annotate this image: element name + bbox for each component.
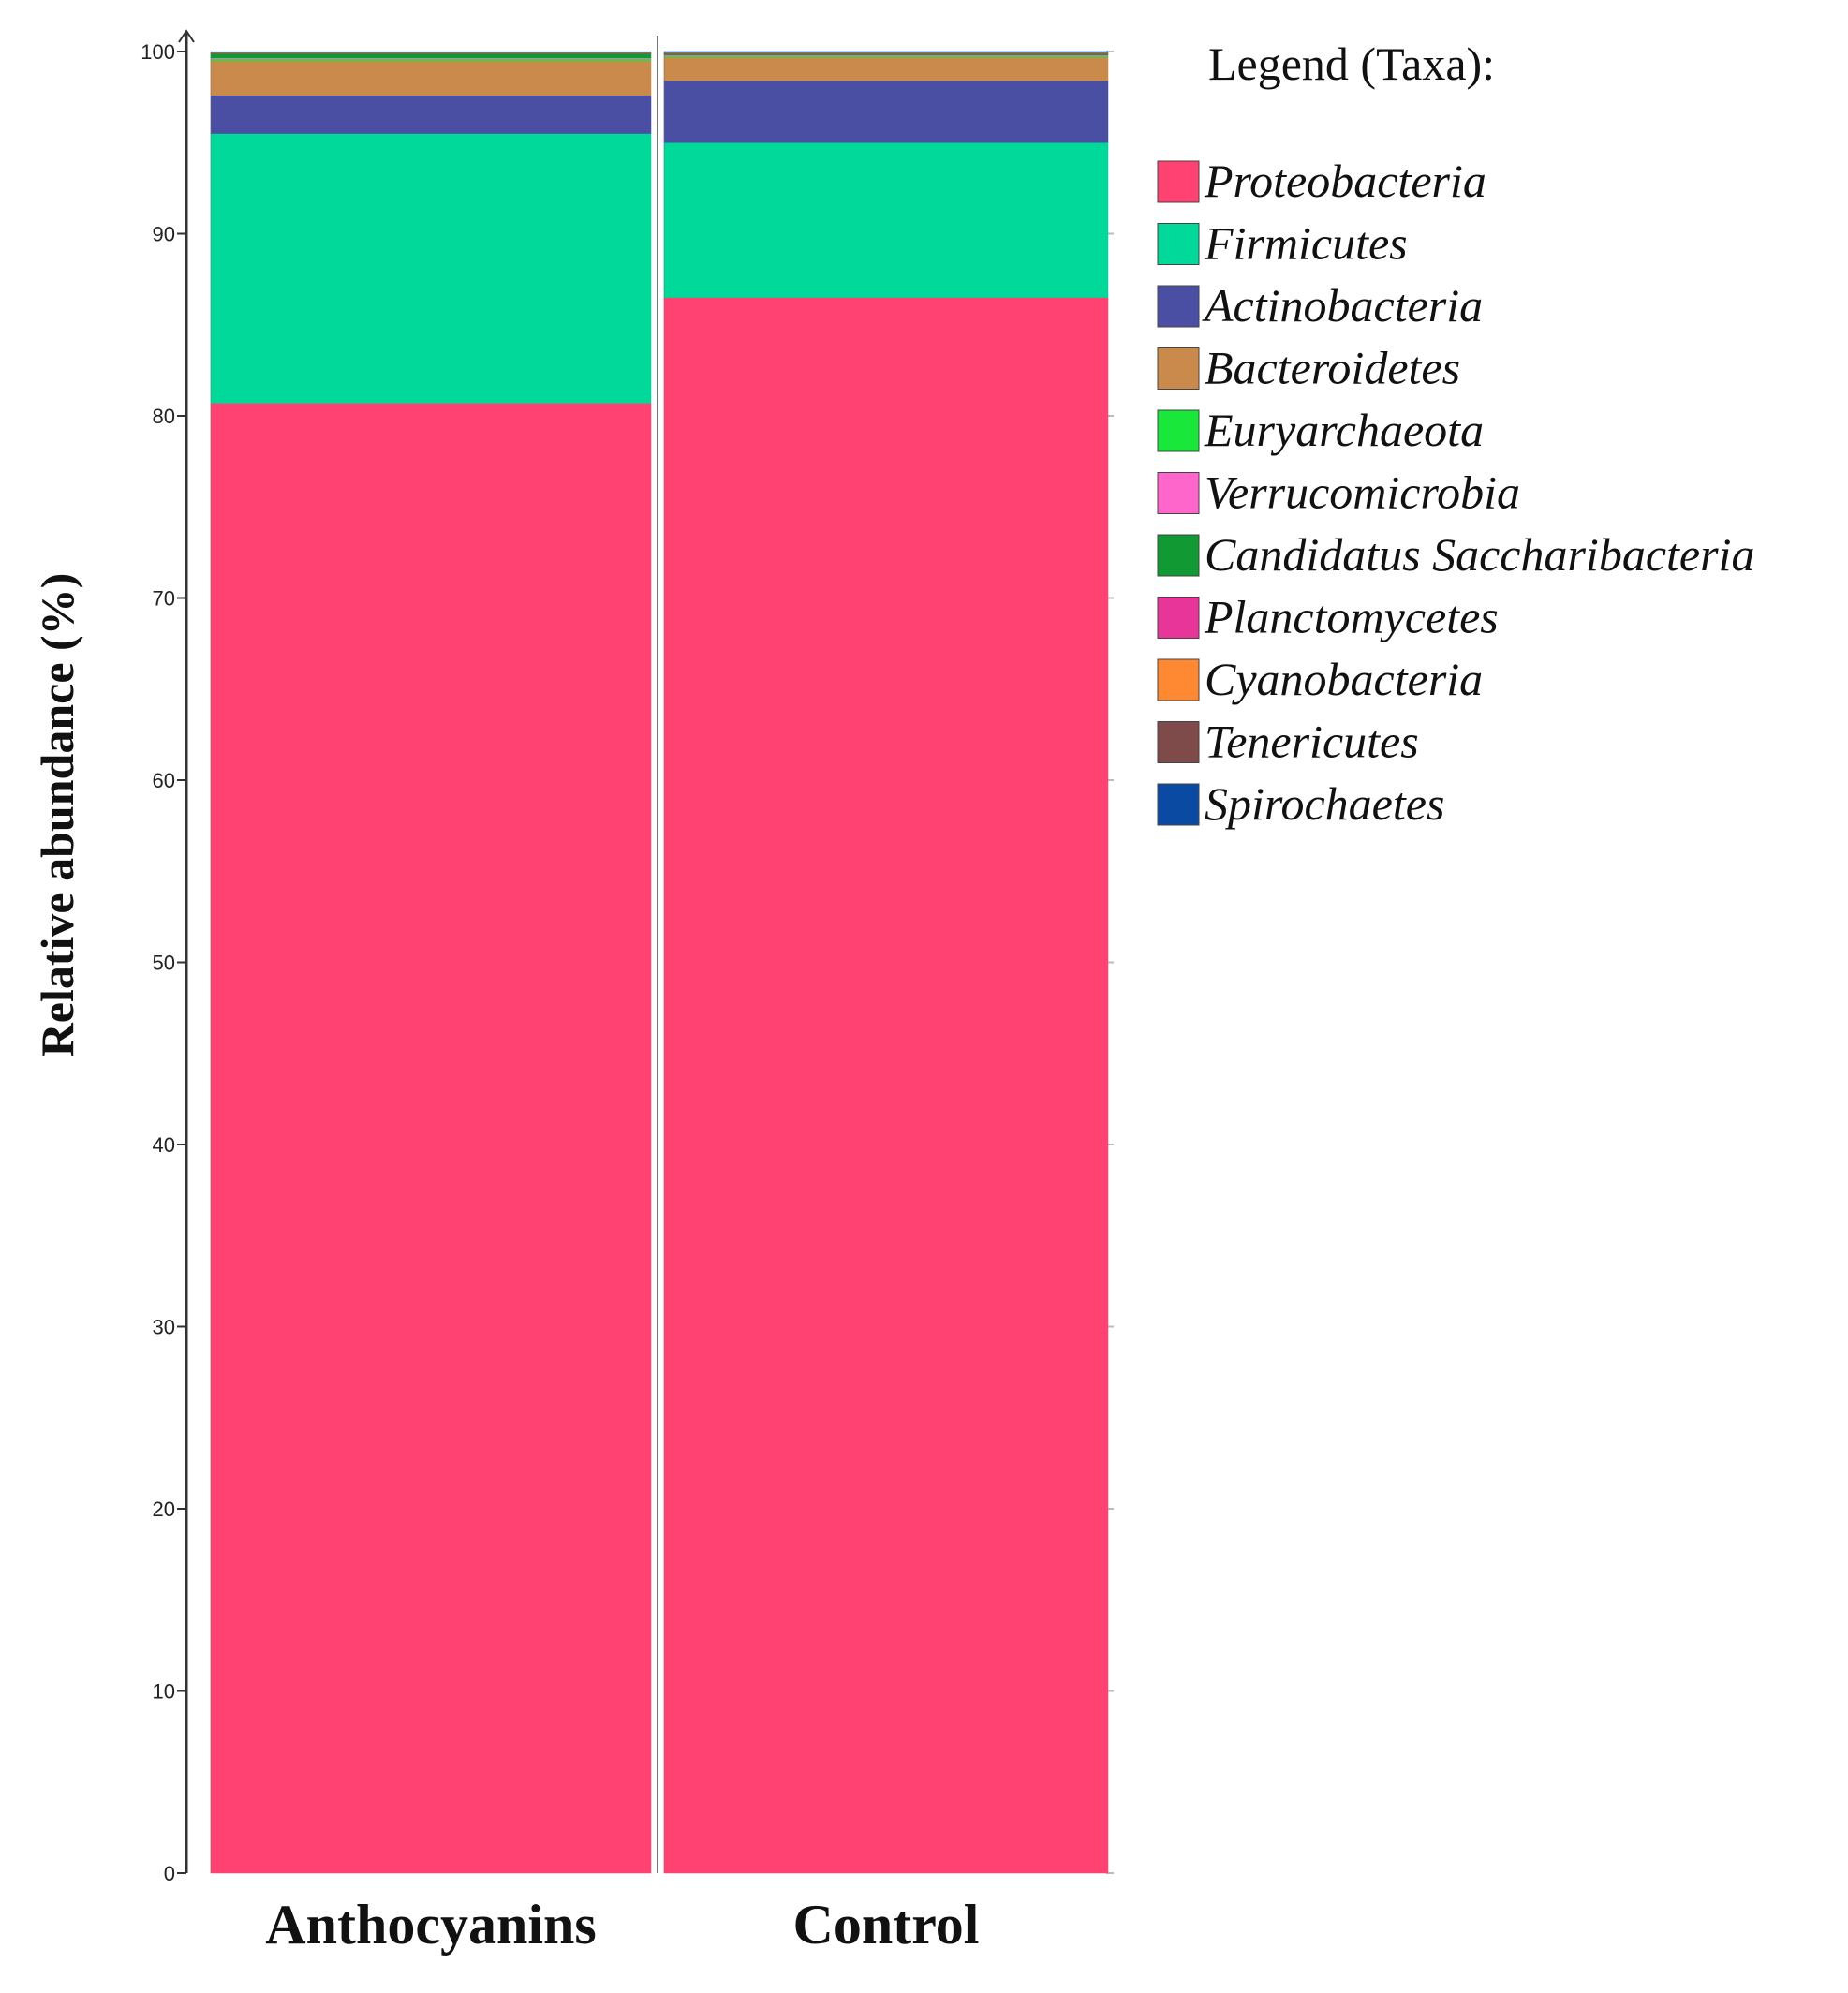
legend-swatch-planctomycetes <box>1158 598 1199 639</box>
y-axis-label: Relative abundance (%) <box>31 573 83 1057</box>
y-tick-label-30: 30 <box>153 1316 175 1339</box>
legend-swatch-verrucomicrobia <box>1158 473 1199 514</box>
bar-segment-anthocyanins-actinobacteria <box>211 96 651 134</box>
legend-swatch-proteobacteria <box>1158 161 1199 202</box>
legend-title: Legend (Taxa): <box>1208 37 1495 90</box>
legend-swatch-cyanobacteria <box>1158 659 1199 701</box>
legend-swatch-actinobacteria <box>1158 286 1199 327</box>
y-tick-label-70: 70 <box>153 587 175 611</box>
bar-segment-anthocyanins-bacteroidetes <box>211 61 651 96</box>
bar-segment-control-bacteroidetes <box>664 57 1108 81</box>
legend-label-verrucomicrobia: Verrucomicrobia <box>1205 466 1520 519</box>
x-category-label-anthocyanins: Anthocyanins <box>265 1894 596 1956</box>
legend-label-candidatus-saccharibacteria: Candidatus Saccharibacteria <box>1205 528 1754 581</box>
legend-label-spirochaetes: Spirochaetes <box>1205 777 1444 830</box>
legend-swatch-tenericutes <box>1158 722 1199 763</box>
bar-segment-anthocyanins-proteobacteria <box>211 403 651 1873</box>
bar-segment-anthocyanins-candidatus-saccharibacteria <box>211 53 651 58</box>
legend-swatch-spirochaetes <box>1158 784 1199 825</box>
y-tick-label-0: 0 <box>164 1862 175 1885</box>
y-tick-label-90: 90 <box>153 223 175 246</box>
bar-segment-anthocyanins-euryarchaeota <box>211 59 651 61</box>
y-tick-label-80: 80 <box>153 405 175 428</box>
legend-label-cyanobacteria: Cyanobacteria <box>1205 653 1483 705</box>
x-category-label-control: Control <box>793 1894 980 1956</box>
y-tick-label-40: 40 <box>153 1133 175 1157</box>
y-tick-label-20: 20 <box>153 1498 175 1521</box>
bar-segment-control-actinobacteria <box>664 81 1108 142</box>
bar-segment-anthocyanins-firmicutes <box>211 134 651 404</box>
legend-swatch-firmicutes <box>1158 224 1199 265</box>
bar-segment-control-candidatus-saccharibacteria <box>664 53 1108 55</box>
legend-label-proteobacteria: Proteobacteria <box>1204 155 1486 207</box>
bar-segment-control-firmicutes <box>664 142 1108 297</box>
y-tick-label-10: 10 <box>153 1680 175 1704</box>
y-tick-label-100: 100 <box>140 40 175 64</box>
legend-label-firmicutes: Firmicutes <box>1204 217 1408 270</box>
legend-swatch-euryarchaeota <box>1158 410 1199 451</box>
legend-swatch-candidatus-saccharibacteria <box>1158 535 1199 576</box>
legend-swatch-bacteroidetes <box>1158 348 1199 390</box>
y-tick-label-50: 50 <box>153 952 175 975</box>
legend-label-actinobacteria: Actinobacteria <box>1202 279 1483 332</box>
legend-label-tenericutes: Tenericutes <box>1205 716 1419 768</box>
legend-label-planctomycetes: Planctomycetes <box>1204 591 1499 643</box>
y-tick-label-60: 60 <box>153 769 175 792</box>
legend-label-euryarchaeota: Euryarchaeota <box>1204 404 1484 456</box>
legend-label-bacteroidetes: Bacteroidetes <box>1205 342 1460 394</box>
bar-segment-control-proteobacteria <box>664 298 1108 1873</box>
